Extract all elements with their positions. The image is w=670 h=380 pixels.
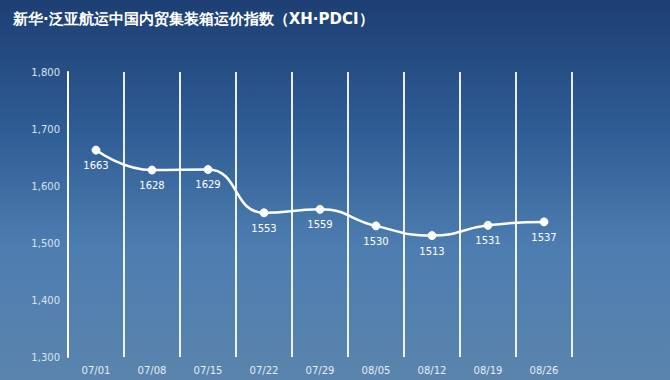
svg-text:08/05: 08/05 [362,365,391,376]
svg-text:新华·泛亚航运中国内贸集装箱运价指数（XH·PDCI）: 新华·泛亚航运中国内贸集装箱运价指数（XH·PDCI） [12,10,374,28]
svg-text:1,500: 1,500 [31,238,60,249]
svg-text:1559: 1559 [307,219,332,230]
svg-text:08/19: 08/19 [474,365,503,376]
svg-text:1663: 1663 [83,160,108,171]
svg-text:07/01: 07/01 [82,365,111,376]
svg-text:07/29: 07/29 [306,365,335,376]
svg-text:07/15: 07/15 [194,365,223,376]
svg-text:1531: 1531 [475,235,500,246]
svg-text:1,800: 1,800 [31,67,60,78]
svg-text:1530: 1530 [363,236,388,247]
svg-text:1,600: 1,600 [31,181,60,192]
svg-text:1513: 1513 [419,246,444,257]
svg-text:1,300: 1,300 [31,352,60,363]
svg-text:08/12: 08/12 [418,365,447,376]
svg-text:08/26: 08/26 [530,365,559,376]
svg-text:1629: 1629 [195,179,220,190]
svg-text:1537: 1537 [531,232,556,243]
svg-text:1628: 1628 [139,180,164,191]
svg-text:07/22: 07/22 [250,365,279,376]
svg-text:1,700: 1,700 [31,124,60,135]
svg-text:1553: 1553 [251,223,276,234]
svg-text:1,400: 1,400 [31,295,60,306]
svg-text:07/08: 07/08 [138,365,167,376]
